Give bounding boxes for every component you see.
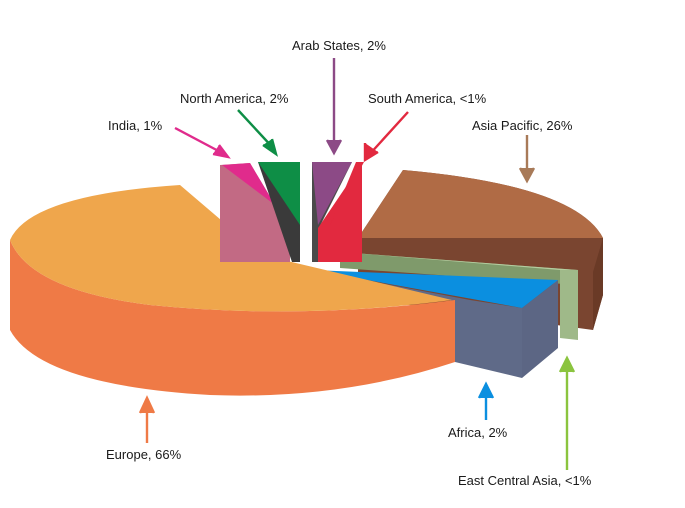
slice-india xyxy=(220,163,290,262)
arrow-north-america xyxy=(237,109,279,157)
arrow-arab-states xyxy=(325,58,343,156)
arrow-east-central-asia xyxy=(558,355,576,470)
slice-arab-states xyxy=(312,162,352,262)
arrow-south-america xyxy=(363,111,409,163)
slice-east-central-asia xyxy=(340,252,578,340)
arrow-india xyxy=(174,126,231,159)
label-north-america: North America, 2% xyxy=(180,91,289,106)
label-africa: Africa, 2% xyxy=(448,425,508,440)
label-india: India, 1% xyxy=(108,118,163,133)
label-arrows xyxy=(138,58,576,470)
label-south-america: South America, <1% xyxy=(368,91,487,106)
label-asia-pacific: Asia Pacific, 26% xyxy=(472,118,573,133)
slice-africa xyxy=(312,270,558,378)
slice-north-america xyxy=(258,162,300,262)
label-europe: Europe, 66% xyxy=(106,447,182,462)
arrow-africa xyxy=(477,381,495,420)
slice-south-america xyxy=(318,162,364,262)
label-east-central-asia: East Central Asia, <1% xyxy=(458,473,592,488)
label-arab-states: Arab States, 2% xyxy=(292,38,386,53)
arrow-asia-pacific xyxy=(518,135,536,184)
arrow-europe xyxy=(138,395,156,443)
